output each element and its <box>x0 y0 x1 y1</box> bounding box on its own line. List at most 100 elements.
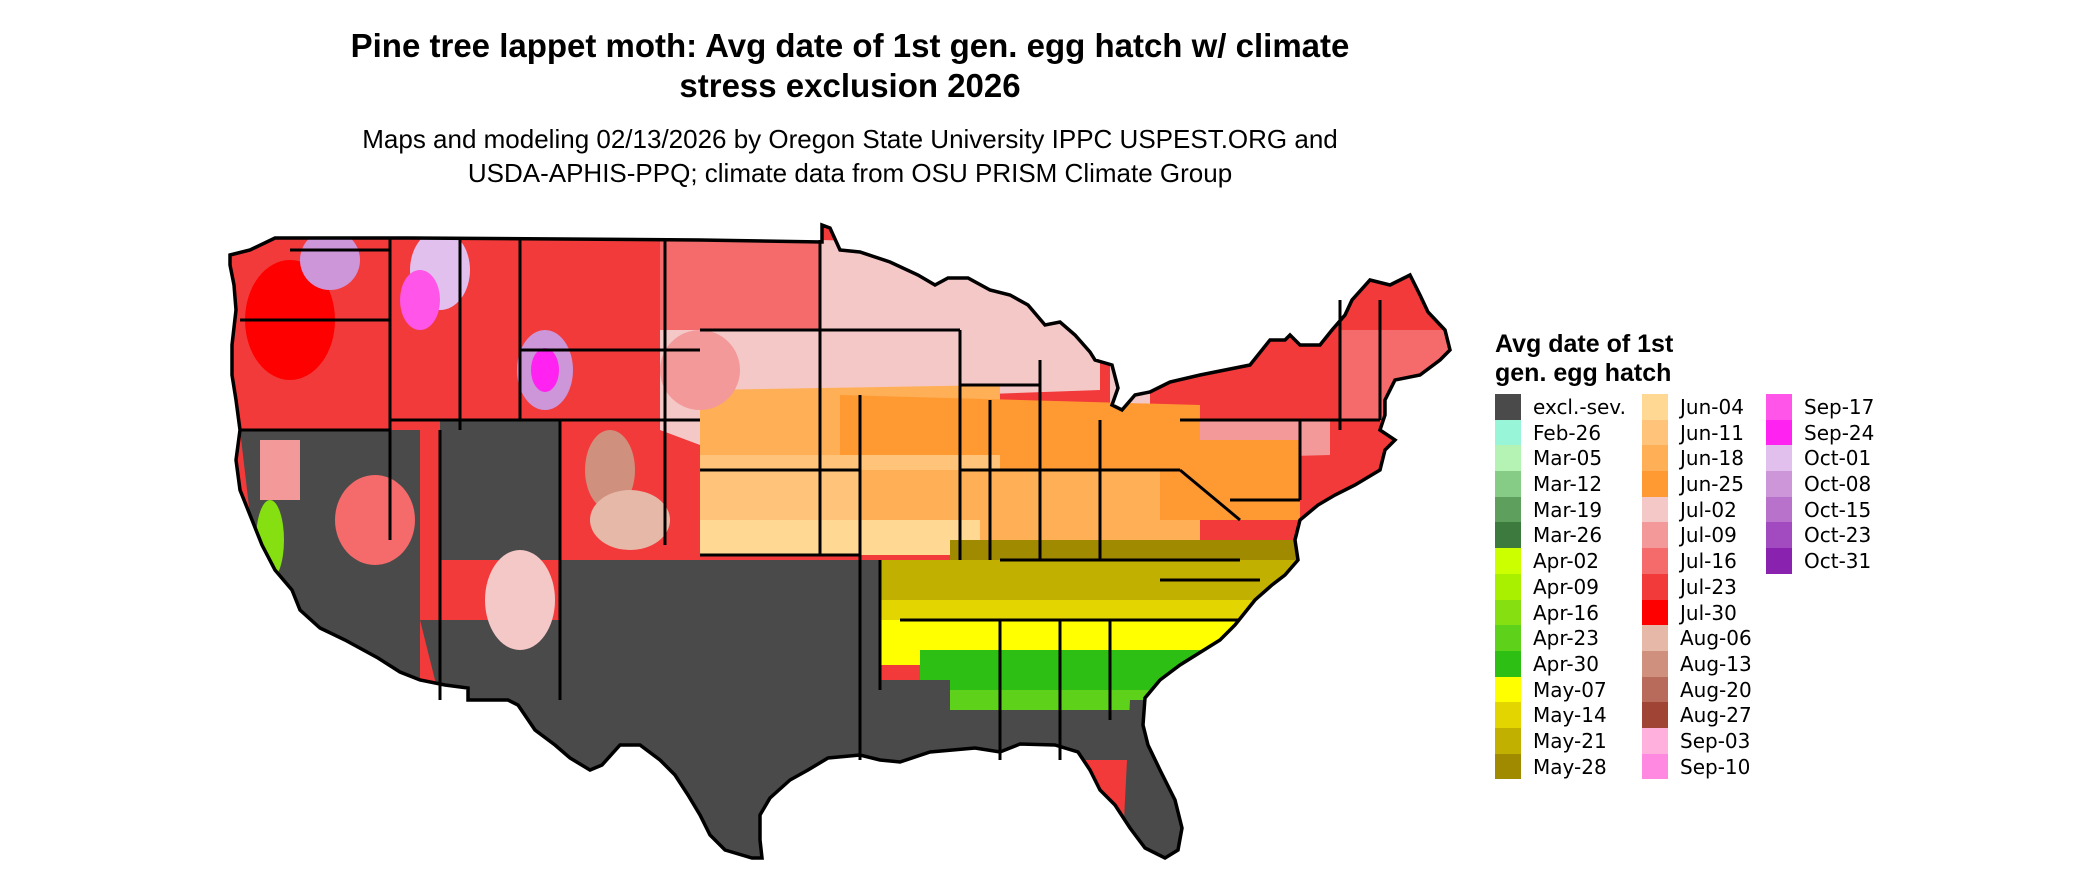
title-line-2: stress exclusion 2026 <box>679 67 1021 104</box>
map-zone <box>660 330 740 410</box>
map-subtitle: Maps and modeling 02/13/2026 by Oregon S… <box>300 122 1400 190</box>
map-zone <box>400 270 440 330</box>
state-boundaries <box>240 238 1382 760</box>
map-zone <box>440 420 560 560</box>
legend-swatch <box>1495 419 1521 446</box>
state-boundary <box>1179 468 1241 522</box>
legend-label: Jun-18 <box>1680 446 1744 471</box>
legend-label: Jul-09 <box>1680 523 1737 548</box>
legend-swatch <box>1642 394 1668 420</box>
legend-label: excl.-sev. <box>1533 395 1626 419</box>
legend-swatch <box>1642 548 1668 574</box>
legend-swatch <box>1642 599 1668 626</box>
map-zone <box>1340 330 1450 420</box>
legend-swatch <box>1642 727 1668 754</box>
legend-swatch <box>1766 548 1792 574</box>
legend-swatch <box>1495 496 1521 523</box>
map-zone <box>260 440 300 500</box>
map-zone <box>920 650 1210 700</box>
legend-label: May-28 <box>1533 754 1607 779</box>
legend-label: Sep-10 <box>1680 754 1751 779</box>
legend-swatch <box>1495 548 1521 574</box>
legend-label: Sep-17 <box>1804 395 1875 419</box>
legend-label: Mar-05 <box>1533 446 1603 471</box>
legend-swatch <box>1495 650 1521 677</box>
legend-label: Jun-04 <box>1680 395 1744 419</box>
map-zone <box>335 475 415 565</box>
legend-swatch <box>1766 522 1792 549</box>
legend-label: Oct-23 <box>1804 523 1872 548</box>
legend-label: Mar-26 <box>1533 523 1603 548</box>
map-zone <box>840 395 1200 470</box>
legend-label: Apr-30 <box>1533 651 1599 676</box>
legend-swatch <box>1642 496 1668 523</box>
legend-label: Aug-13 <box>1680 651 1752 676</box>
map-zone <box>590 490 670 550</box>
legend-label: Sep-24 <box>1804 420 1875 445</box>
legend-swatch <box>1642 419 1668 446</box>
subtitle-line-1: Maps and modeling 02/13/2026 by Oregon S… <box>362 124 1338 154</box>
legend-label: May-14 <box>1533 703 1607 728</box>
legend-swatch <box>1495 676 1521 703</box>
legend-label: Feb-26 <box>1533 420 1602 445</box>
legend-swatch <box>1766 394 1792 420</box>
map-zone <box>700 520 980 555</box>
legend-swatch <box>1766 419 1792 446</box>
legend-label: May-21 <box>1533 728 1607 753</box>
legend-title: Avg date of 1st gen. egg hatch <box>1495 330 1755 388</box>
legend-swatch <box>1642 471 1668 497</box>
legend-swatch <box>1495 753 1521 780</box>
legend-label: Oct-31 <box>1804 549 1872 574</box>
legend-swatch <box>1495 445 1521 472</box>
legend-swatch <box>1642 753 1668 780</box>
legend-swatch <box>1495 573 1521 600</box>
legend-swatch <box>1495 599 1521 626</box>
legend-swatch <box>1642 522 1668 549</box>
legend-swatch <box>1495 522 1521 549</box>
legend-label: Jun-25 <box>1680 472 1744 497</box>
us-outline <box>228 222 1452 861</box>
legend-swatch <box>1766 471 1792 497</box>
legend-swatch <box>1495 702 1521 728</box>
legend-title-line-1: Avg date of 1st <box>1495 330 1674 358</box>
legend-label: Aug-06 <box>1680 626 1752 651</box>
map-zone <box>531 348 559 392</box>
legend-label: Oct-15 <box>1804 497 1872 522</box>
legend-swatch <box>1766 496 1792 523</box>
legend-label: Sep-03 <box>1680 728 1751 753</box>
legend-label: Jul-30 <box>1680 600 1737 625</box>
legend-swatch <box>1642 445 1668 472</box>
legend-label: May-07 <box>1533 677 1607 702</box>
map-title: Pine tree lappet moth: Avg date of 1st g… <box>300 26 1400 106</box>
legend-swatch <box>1642 625 1668 651</box>
legend-swatch <box>1495 471 1521 497</box>
map-zone <box>300 230 360 290</box>
legend-swatch <box>1766 445 1792 472</box>
legend-swatch <box>1642 650 1668 677</box>
legend-label: Jul-16 <box>1680 549 1737 574</box>
legend-label: Aug-20 <box>1680 677 1752 702</box>
legend-label: Mar-19 <box>1533 497 1603 522</box>
legend-label: Jul-02 <box>1680 497 1737 522</box>
legend-label: Mar-12 <box>1533 472 1603 497</box>
title-line-1: Pine tree lappet moth: Avg date of 1st g… <box>350 27 1350 64</box>
legend-swatch <box>1495 394 1521 420</box>
legend-label: Apr-02 <box>1533 549 1599 574</box>
map-zone <box>585 430 635 510</box>
map-zone <box>485 550 555 650</box>
legend-label: Oct-01 <box>1804 446 1872 471</box>
legend-label: Jul-23 <box>1680 574 1737 599</box>
legend-swatch <box>1495 727 1521 754</box>
legend-swatch <box>1642 702 1668 728</box>
legend-label: Apr-23 <box>1533 626 1599 651</box>
legend-title-line-2: gen. egg hatch <box>1495 359 1672 387</box>
map-zone <box>900 710 1140 760</box>
map-zone <box>1160 440 1300 520</box>
legend-label: Apr-16 <box>1533 600 1599 625</box>
legend-label: Aug-27 <box>1680 703 1752 728</box>
legend-label: Oct-08 <box>1804 472 1872 497</box>
subtitle-line-2: USDA-APHIS-PPQ; climate data from OSU PR… <box>467 158 1233 188</box>
legend-label: Apr-09 <box>1533 574 1599 599</box>
legend-swatch <box>1642 676 1668 703</box>
